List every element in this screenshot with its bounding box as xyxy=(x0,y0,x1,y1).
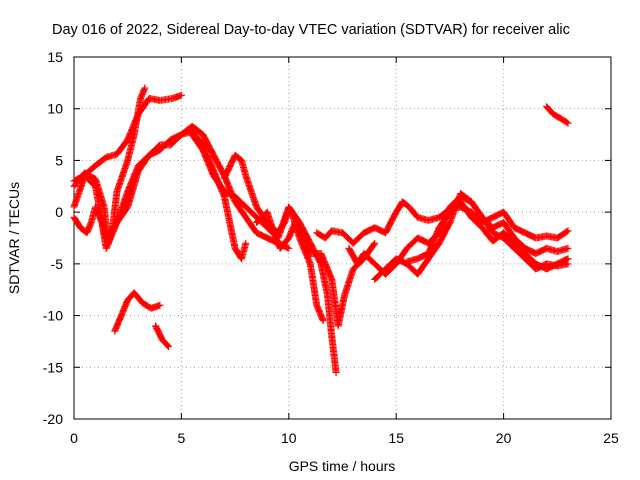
series-11-markers xyxy=(403,198,572,273)
x-tick-label: 20 xyxy=(496,430,512,446)
plot-frame xyxy=(73,56,612,420)
y-tick-label: -10 xyxy=(43,308,63,324)
x-axis-label: GPS time / hours xyxy=(289,458,396,474)
series-12-markers xyxy=(111,289,164,335)
y-tick-label: -15 xyxy=(43,359,63,375)
series-14-markers xyxy=(543,103,572,127)
y-tick-label: -20 xyxy=(43,411,63,427)
y-tick-label: 5 xyxy=(55,152,63,168)
chart-title: Day 016 of 2022, Sidereal Day-to-day VTE… xyxy=(52,22,570,38)
series-12 xyxy=(111,289,164,335)
series-13 xyxy=(152,322,172,351)
series-13-markers xyxy=(152,322,172,351)
series-11 xyxy=(403,198,572,273)
series-layer xyxy=(70,84,572,376)
y-tick-label: -5 xyxy=(51,256,64,272)
y-axis-label: SDTVAR / TECUs xyxy=(6,182,22,294)
series-7-markers xyxy=(253,208,379,330)
series-1-markers xyxy=(70,91,185,185)
ticks xyxy=(73,56,612,420)
x-tick-label: 0 xyxy=(70,430,78,446)
x-tick-labels: 0 5 10 15 20 25 xyxy=(70,430,619,446)
y-tick-label: 15 xyxy=(47,49,63,65)
y-tick-labels: -20 -15 -10 -5 0 5 10 15 xyxy=(43,49,63,427)
y-tick-label: 10 xyxy=(47,101,63,117)
x-tick-label: 5 xyxy=(178,430,186,446)
series-1 xyxy=(70,91,185,185)
series-7 xyxy=(253,208,379,330)
x-tick-label: 25 xyxy=(603,430,619,446)
y-tick-label: 0 xyxy=(55,204,63,220)
x-tick-label: 10 xyxy=(281,430,297,446)
x-tick-label: 15 xyxy=(388,430,404,446)
series-14 xyxy=(543,103,572,127)
